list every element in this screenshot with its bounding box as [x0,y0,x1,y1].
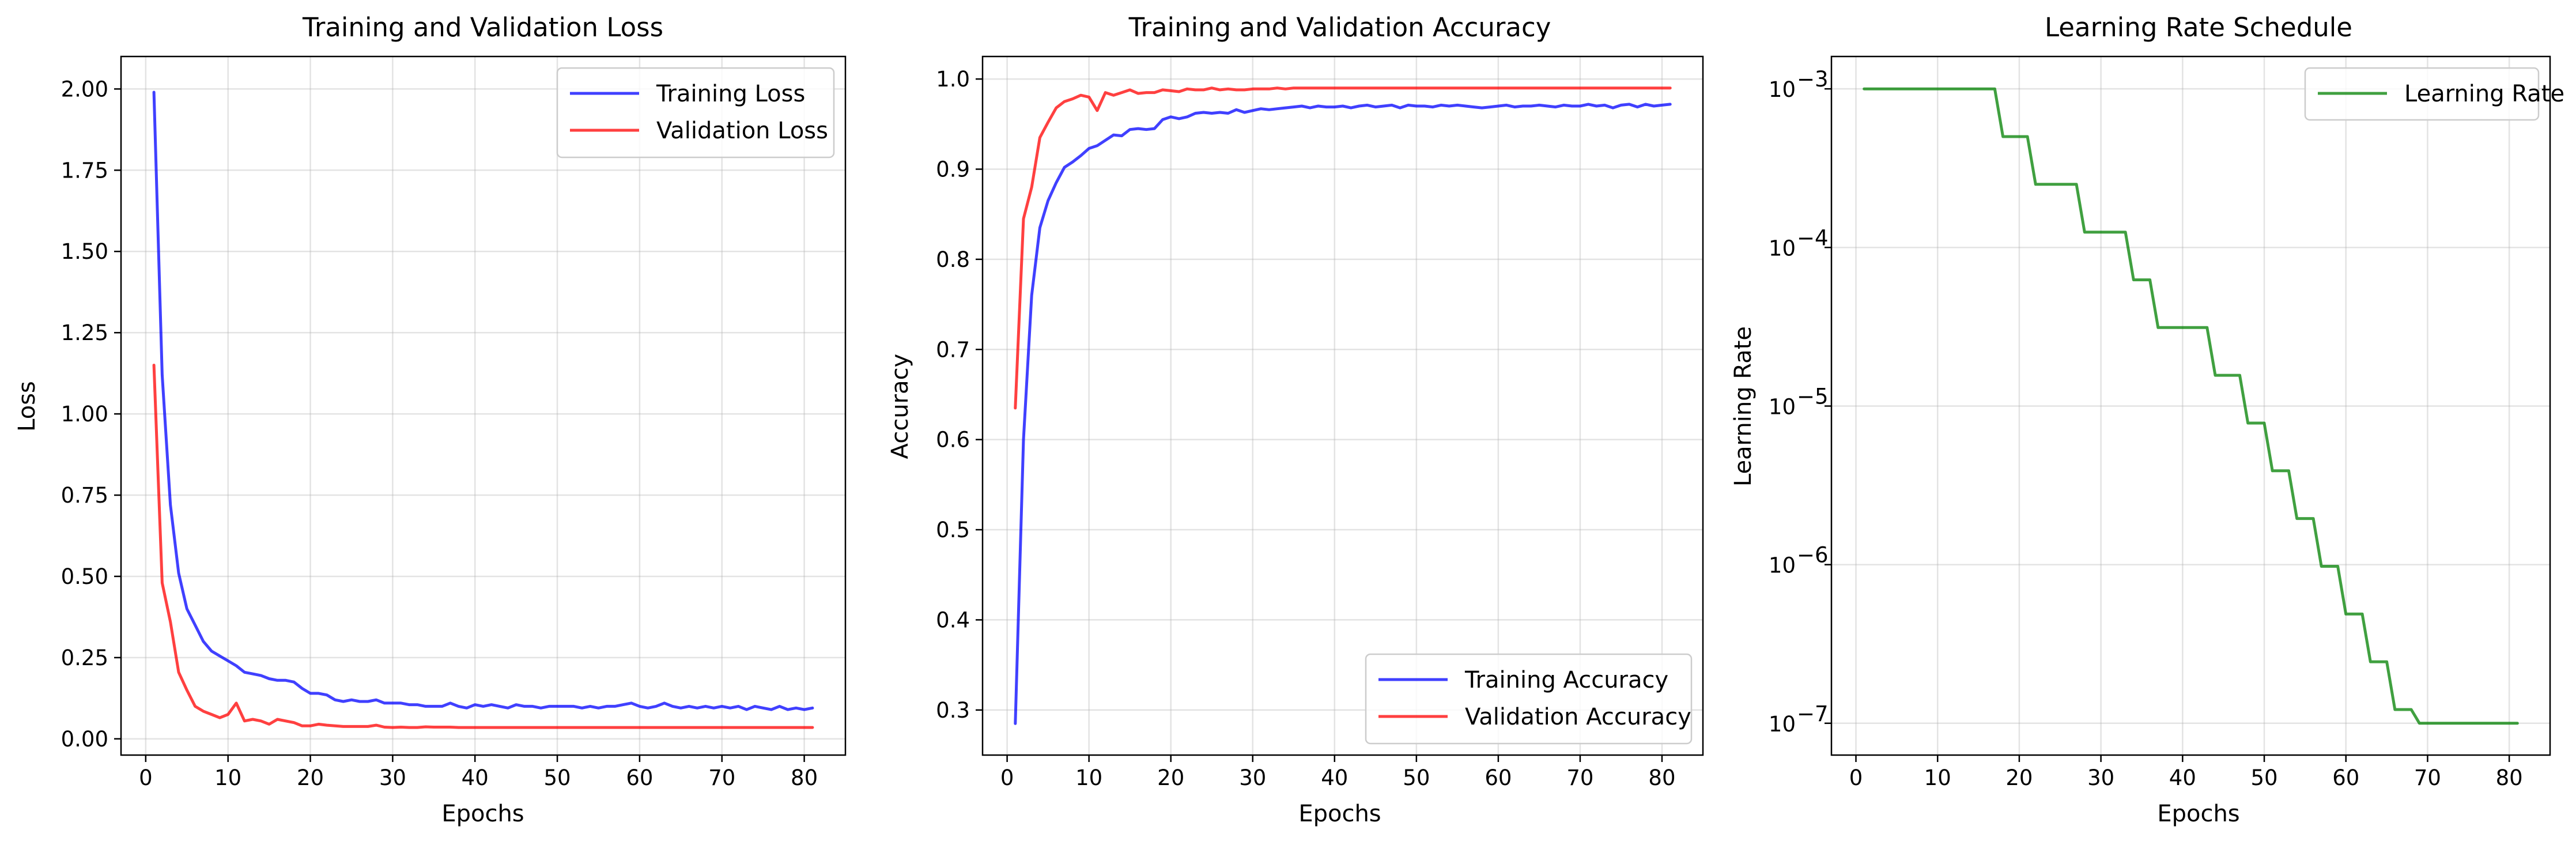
learning-rate-chart-series-line-0 [1863,87,2519,725]
learning-rate-chart-ytick-exponent-3: −4 [1797,225,1829,250]
accuracy-chart-xtick-label-7: 70 [1566,765,1593,790]
accuracy-chart-plot-frame [981,55,1704,756]
accuracy-chart-series-line-0 [1014,103,1672,725]
learning-rate-chart-xtick-label-2: 20 [2005,765,2033,790]
learning-rate-chart-xtick-label-8: 80 [2496,765,2523,790]
accuracy-chart-xtick-label-3: 30 [1239,765,1266,790]
loss-chart-ytick-label-0: 0.00 [61,727,108,752]
learning-rate-chart-ylabel: Learning Rate [1730,326,1757,486]
loss-chart-xtick-label-0: 0 [139,765,153,790]
loss-chart-ylabel: Loss [14,381,40,432]
accuracy-chart-ytick-label-1: 0.4 [936,608,970,632]
learning-rate-chart-xtick-label-6: 60 [2332,765,2359,790]
learning-rate-chart-xtick-label-0: 0 [1849,765,1863,790]
accuracy-chart-ytick-label-5: 0.8 [936,247,970,272]
accuracy-chart-panel: Training and Validation Accuracy Epochs … [887,12,1704,827]
learning-rate-chart-panel: Learning Rate Schedule Epochs Learning R… [1730,12,2564,827]
loss-chart-grid [121,56,845,755]
loss-chart-title: Training and Validation Loss [302,12,663,43]
learning-rate-chart-legend: Learning Rate [2304,67,2564,121]
learning-rate-chart-xtick-label-5: 50 [2250,765,2277,790]
loss-chart-ytick-label-7: 1.75 [61,158,108,183]
learning-rate-chart-title: Learning Rate Schedule [2045,12,2352,43]
loss-chart-series-line-0 [152,90,814,711]
accuracy-chart-xtick-label-6: 60 [1485,765,1512,790]
learning-rate-chart-xtick-label-4: 40 [2169,765,2196,790]
accuracy-chart-ytick-label-4: 0.7 [936,337,970,362]
loss-chart-legend: Training Loss Validation Loss [556,67,835,159]
accuracy-chart-ylabel: Accuracy [887,354,913,459]
loss-chart-xtick-label-5: 50 [544,765,571,790]
learning-rate-chart-ytick-exponent-4: −3 [1797,67,1829,92]
accuracy-chart-legend-label-1: Validation Accuracy [1465,704,1691,730]
learning-rate-chart-ytick-exponent-0: −7 [1797,701,1829,726]
learning-rate-chart-xtick-label-3: 30 [2087,765,2114,790]
loss-chart-ytick-label-2: 0.50 [61,564,108,589]
accuracy-chart-ytick-label-2: 0.5 [936,518,970,542]
learning-rate-chart-legend-box [2304,67,2540,121]
loss-chart-ytick-label-6: 1.50 [61,239,108,264]
loss-chart-legend-box [556,67,835,159]
learning-rate-chart-ytick-label-3: 10 [1769,236,1796,261]
loss-chart-ytick-label-5: 1.25 [61,320,108,345]
accuracy-chart-xtick-label-5: 50 [1403,765,1430,790]
loss-chart-ytick-label-3: 0.75 [61,483,108,508]
learning-rate-chart-legend-label-0: Learning Rate [2404,81,2564,107]
accuracy-chart-grid [983,56,1703,755]
accuracy-chart-xtick-label-0: 0 [1000,765,1014,790]
loss-chart-xtick-label-7: 70 [708,765,735,790]
learning-rate-chart-xlabel: Epochs [2157,801,2239,827]
accuracy-chart-series-line-1 [1014,86,1672,410]
accuracy-chart-xtick-label-2: 20 [1157,765,1184,790]
loss-chart-series-line-1 [152,364,814,729]
accuracy-chart-ytick-label-3: 0.6 [936,428,970,452]
learning-rate-chart-ytick-exponent-1: −6 [1797,543,1829,568]
accuracy-chart-legend-label-0: Training Accuracy [1464,667,1668,693]
accuracy-chart-xtick-label-8: 80 [1648,765,1675,790]
accuracy-chart-xtick-label-1: 10 [1075,765,1102,790]
loss-chart-xtick-label-3: 30 [379,765,406,790]
loss-chart-legend-label-1: Validation Loss [656,118,828,144]
loss-chart-xtick-label-2: 20 [297,765,324,790]
loss-chart-legend-label-0: Training Loss [656,81,805,107]
accuracy-chart-legend-box [1365,653,1693,745]
accuracy-chart-ytick-label-7: 1.0 [936,67,970,92]
loss-chart-xtick-label-4: 40 [462,765,489,790]
learning-rate-chart-ytick-label-1: 10 [1769,553,1796,578]
accuracy-chart-xlabel: Epochs [1298,801,1381,827]
accuracy-chart-ytick-label-6: 0.9 [936,157,970,182]
learning-rate-chart-xtick-label-1: 10 [1924,765,1951,790]
accuracy-chart-xtick-label-4: 40 [1321,765,1348,790]
learning-rate-chart-ytick-exponent-2: −5 [1797,384,1829,409]
loss-chart-ytick-label-8: 2.00 [61,77,108,101]
loss-chart-ytick-label-1: 0.25 [61,646,108,670]
accuracy-chart-legend: Training Accuracy Validation Accuracy [1365,653,1693,745]
loss-chart-xtick-label-8: 80 [791,765,818,790]
learning-rate-chart-ytick-label-0: 10 [1769,712,1796,737]
accuracy-chart-ytick-label-0: 0.3 [936,698,970,723]
loss-chart-ytick-label-4: 1.00 [61,402,108,427]
learning-rate-chart-ytick-label-2: 10 [1769,394,1796,419]
accuracy-chart-title: Training and Validation Accuracy [1128,12,1551,43]
loss-chart-xlabel: Epochs [441,801,524,827]
learning-rate-chart-ytick-label-4: 10 [1769,77,1796,102]
loss-chart-xtick-label-6: 60 [626,765,653,790]
learning-rate-chart-xtick-label-7: 70 [2414,765,2441,790]
loss-chart-xtick-label-1: 10 [214,765,241,790]
loss-chart-plot-frame [120,55,847,756]
loss-chart-panel: Training and Validation Loss Epochs Loss… [14,12,847,827]
